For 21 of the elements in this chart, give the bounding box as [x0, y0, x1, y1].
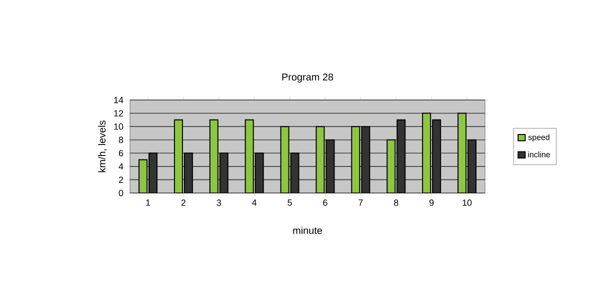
x-tick-label: 10 — [462, 200, 472, 206]
y-tick-label: 8 — [118, 136, 124, 144]
x-tick-label: 1 — [146, 200, 150, 206]
y-axis-title: km/h, levels — [98, 120, 107, 172]
x-tick-label: 7 — [358, 200, 363, 206]
x-tick-label: 6 — [323, 200, 328, 206]
y-tick-label: 0 — [118, 190, 124, 196]
y-tick-label: 10 — [114, 123, 124, 130]
y-tick-label: 14 — [114, 96, 124, 104]
chart-title: Program 28 — [282, 73, 334, 82]
y-tick-label: 6 — [118, 150, 124, 156]
x-tick-label: 9 — [429, 200, 434, 206]
x-axis-title: minute — [293, 226, 322, 234]
x-tick-label: 3 — [216, 200, 221, 206]
x-tick-label: 2 — [181, 200, 186, 206]
y-tick-label: 2 — [118, 176, 124, 183]
x-tick-label: 5 — [288, 200, 292, 206]
x-tick-label: 4 — [252, 200, 257, 206]
x-tick-label: 8 — [394, 200, 398, 206]
y-tick-label: 12 — [114, 110, 124, 116]
y-tick-label: 4 — [118, 163, 124, 170]
